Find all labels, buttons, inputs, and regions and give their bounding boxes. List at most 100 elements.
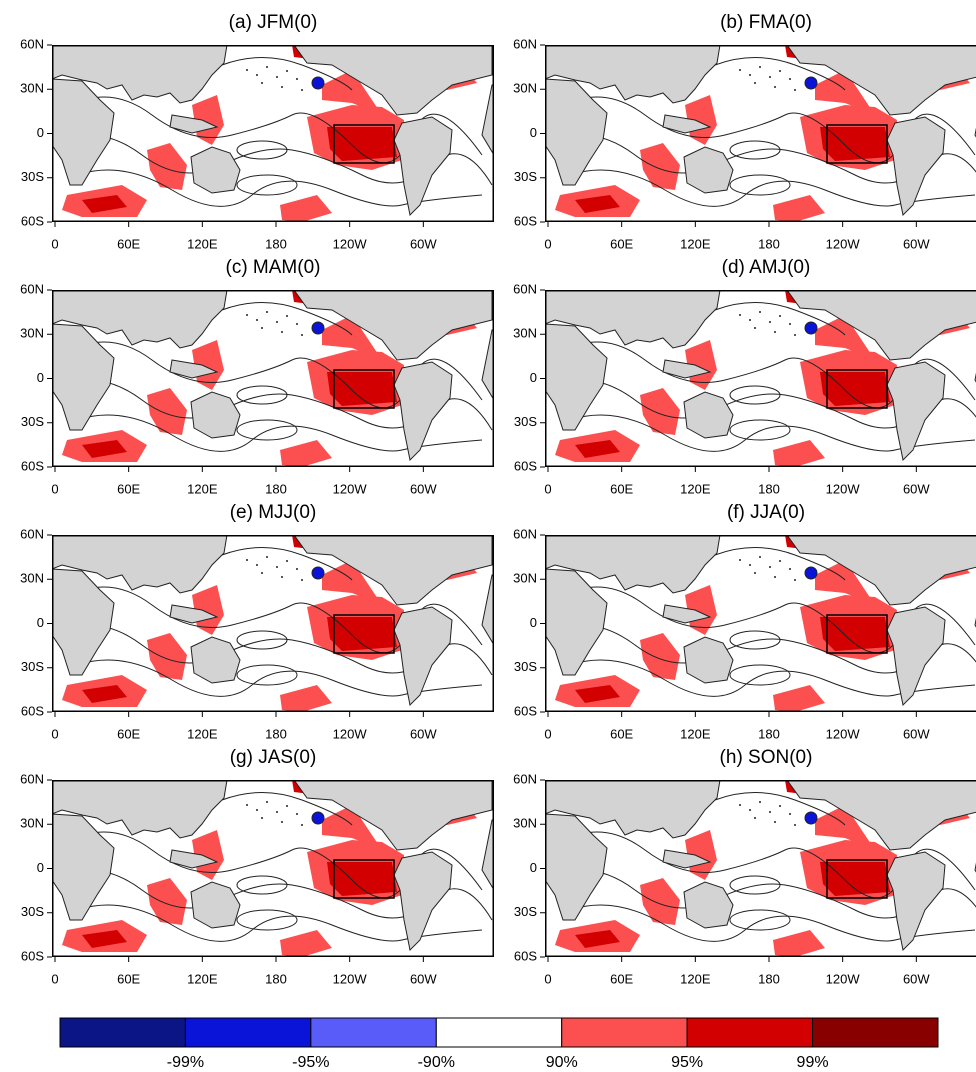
map: [545, 780, 976, 957]
lon-label: 120W: [826, 481, 861, 496]
lon-label: 60E: [117, 726, 140, 741]
lat-label: 60N: [513, 526, 537, 541]
lat-label: 30N: [513, 81, 537, 96]
colorbar-box: [686, 1017, 814, 1048]
map: [52, 290, 494, 467]
lat-label: 0: [530, 615, 537, 630]
lon-label: 60E: [610, 481, 633, 496]
map: [545, 45, 976, 222]
lat-label: 60N: [513, 36, 537, 51]
lat-label: 60S: [21, 213, 44, 228]
lat-label: 60S: [514, 213, 537, 228]
lat-label: 30N: [20, 571, 44, 586]
lon-label: 60W: [903, 726, 930, 741]
map: [545, 290, 976, 467]
lon-label: 0: [51, 971, 58, 986]
map: [545, 535, 976, 712]
lat-label: 0: [37, 615, 44, 630]
panel-title: (c) MAM(0): [226, 257, 321, 278]
lat-label: 60N: [20, 281, 44, 296]
lat-label: 30N: [20, 81, 44, 96]
map: [52, 45, 494, 222]
map-panel: (e) MJJ(0) 60N 30N 0 30S 60S 0 60E 120E 180 120W 60…: [20, 502, 494, 741]
panel-title: (h) SON(0): [720, 747, 813, 768]
lon-label: 120W: [333, 236, 368, 251]
lat-label: 30S: [21, 169, 44, 184]
lon-label: 60W: [410, 236, 437, 251]
lon-label: 120W: [826, 971, 861, 986]
lon-label: 60E: [117, 971, 140, 986]
lat-label: 60S: [21, 458, 44, 473]
lon-label: 0: [544, 481, 551, 496]
map-panel: (a) JFM(0) 60N 30N 0 30S 60S 0 60E 120E 180 120W 60…: [20, 12, 494, 251]
lon-label: 120W: [333, 971, 368, 986]
lat-label: 60N: [20, 36, 44, 51]
map-panel: (g) JAS(0) 60N 30N 0 30S 60S 0 60E 120E 180 120W 60…: [20, 747, 494, 986]
colorbar: -99% -95% -90% 90% 95% 99%: [59, 1017, 939, 1071]
panel-title: (d) AMJ(0): [722, 257, 811, 278]
lon-label: 120E: [187, 481, 218, 496]
lat-label: 60N: [513, 281, 537, 296]
lon-label: 120W: [826, 236, 861, 251]
lon-label: 180: [758, 971, 780, 986]
lon-label: 60W: [410, 726, 437, 741]
lat-label: 30S: [21, 414, 44, 429]
lon-label: 180: [758, 481, 780, 496]
lon-label: 120E: [187, 236, 218, 251]
colorbar-box: [59, 1017, 186, 1048]
lat-label: 30N: [513, 326, 537, 341]
lat-label: 0: [37, 125, 44, 140]
panel-title: (b) FMA(0): [720, 12, 812, 33]
lat-label: 60S: [514, 948, 537, 963]
lat-label: 60S: [21, 703, 44, 718]
colorbar-label: 90%: [546, 1054, 578, 1071]
lat-label: 60S: [21, 948, 44, 963]
lat-label: 30S: [514, 904, 537, 919]
lat-label: 0: [530, 125, 537, 140]
panel-title: (f) JJA(0): [727, 502, 805, 523]
lat-label: 60N: [20, 526, 44, 541]
lat-label: 0: [37, 370, 44, 385]
lon-label: 180: [265, 236, 287, 251]
colorbar-box: [812, 1017, 939, 1048]
map-panel: (b) FMA(0) 60N 30N 0 30S 60S 0 60E 120E 180 120W 60…: [513, 12, 976, 251]
lat-label: 0: [530, 370, 537, 385]
colorbar-label: -99%: [167, 1054, 204, 1071]
lon-label: 120W: [333, 481, 368, 496]
lon-label: 60E: [117, 481, 140, 496]
panel-title: (a) JFM(0): [229, 12, 318, 33]
lon-label: 60W: [410, 481, 437, 496]
lat-label: 30S: [21, 904, 44, 919]
colorbar-box: [561, 1017, 688, 1048]
lon-label: 60E: [610, 726, 633, 741]
lat-label: 30S: [514, 169, 537, 184]
lon-label: 120E: [680, 481, 711, 496]
panel-title: (g) JAS(0): [230, 747, 317, 768]
map-panel: (c) MAM(0) 60N 30N 0 30S 60S 0 60E 120E 180 120W 60…: [20, 257, 494, 496]
lon-label: 180: [758, 236, 780, 251]
lat-label: 30S: [514, 659, 537, 674]
lat-label: 30N: [20, 326, 44, 341]
lon-label: 180: [265, 726, 287, 741]
lat-label: 30S: [514, 414, 537, 429]
lat-label: 30N: [20, 816, 44, 831]
lon-label: 60E: [117, 236, 140, 251]
colorbar-box: [435, 1017, 563, 1048]
lat-label: 60N: [513, 771, 537, 786]
lon-label: 60W: [903, 481, 930, 496]
lon-label: 0: [51, 726, 58, 741]
lon-label: 60W: [903, 971, 930, 986]
lon-label: 180: [265, 971, 287, 986]
lat-label: 30N: [513, 571, 537, 586]
lon-label: 120E: [680, 971, 711, 986]
map: [52, 780, 494, 957]
lon-label: 0: [544, 971, 551, 986]
lon-label: 0: [544, 236, 551, 251]
lon-label: 120W: [333, 726, 368, 741]
lon-label: 180: [265, 481, 287, 496]
lon-label: 120E: [187, 726, 218, 741]
lon-label: 60E: [610, 971, 633, 986]
map: [52, 535, 494, 712]
lat-label: 30S: [21, 659, 44, 674]
